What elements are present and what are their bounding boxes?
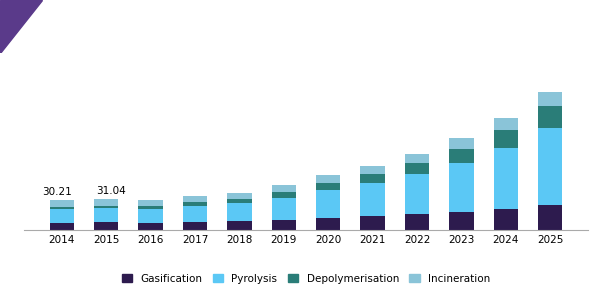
Bar [139,200,163,206]
Bar [494,118,518,130]
Bar [361,174,385,183]
Bar [538,128,562,205]
Bar [405,174,429,214]
Bar [272,185,296,192]
Bar [139,223,163,230]
Bar [183,222,207,230]
Bar [494,209,518,230]
Bar [494,148,518,209]
Bar [139,206,163,209]
Bar [316,175,340,183]
Bar [361,216,385,230]
Bar [50,206,74,209]
Bar [449,148,473,163]
Bar [538,205,562,230]
Bar [449,138,473,148]
Bar [94,208,118,222]
Bar [183,196,207,202]
Bar [405,153,429,163]
Bar [94,199,118,206]
Bar [272,220,296,230]
Bar [449,163,473,212]
Bar [361,183,385,216]
Text: 30.21: 30.21 [43,187,72,197]
Bar [316,183,340,190]
Bar [316,190,340,218]
Bar [494,130,518,148]
Bar [316,218,340,230]
Bar [227,221,251,230]
Legend: Gasification, Pyrolysis, Depolymerisation, Incineration: Gasification, Pyrolysis, Depolymerisatio… [118,269,494,288]
Bar [361,166,385,174]
Bar [405,163,429,174]
Bar [405,214,429,230]
Bar [94,206,118,208]
Bar [50,209,74,223]
Bar [538,106,562,128]
Bar [449,212,473,230]
Bar [50,200,74,206]
Bar [227,193,251,199]
Bar [227,199,251,203]
Text: U.S. waste to diesel market revenue by technology, 2014 - 2025 (USD Million): U.S. waste to diesel market revenue by t… [49,22,551,32]
Bar [50,223,74,230]
Bar [183,202,207,206]
Bar [538,92,562,106]
Bar [183,206,207,222]
Text: 31.04: 31.04 [96,186,125,196]
Bar [272,198,296,220]
Bar [94,222,118,230]
Bar [139,209,163,223]
Bar [227,203,251,221]
Polygon shape [0,0,42,53]
Bar [272,192,296,198]
